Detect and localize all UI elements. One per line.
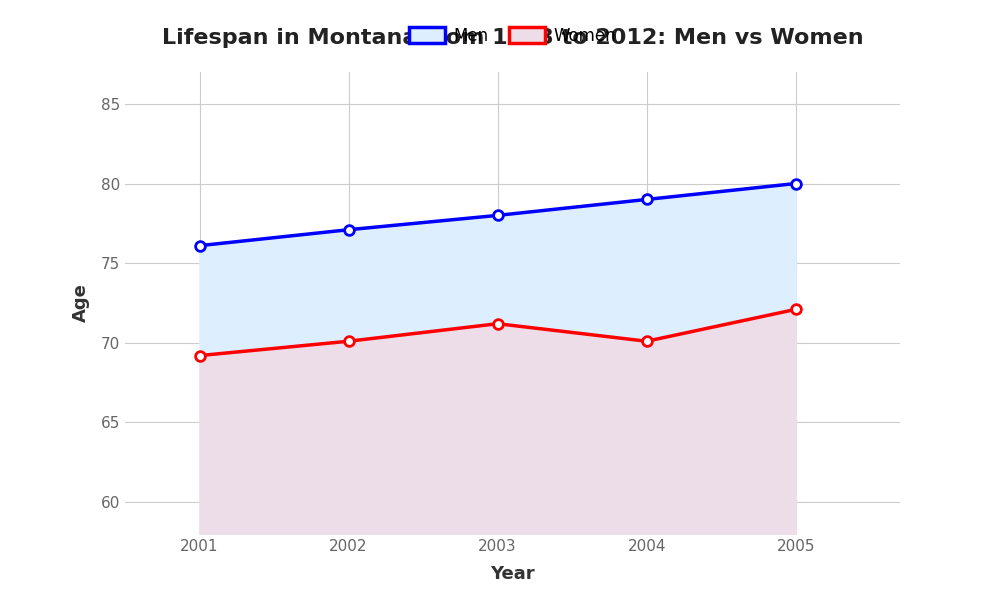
X-axis label: Year: Year [490,565,535,583]
Title: Lifespan in Montana from 1963 to 2012: Men vs Women: Lifespan in Montana from 1963 to 2012: M… [162,28,863,48]
Legend: Men, Women: Men, Women [402,20,623,52]
Y-axis label: Age: Age [72,284,90,322]
